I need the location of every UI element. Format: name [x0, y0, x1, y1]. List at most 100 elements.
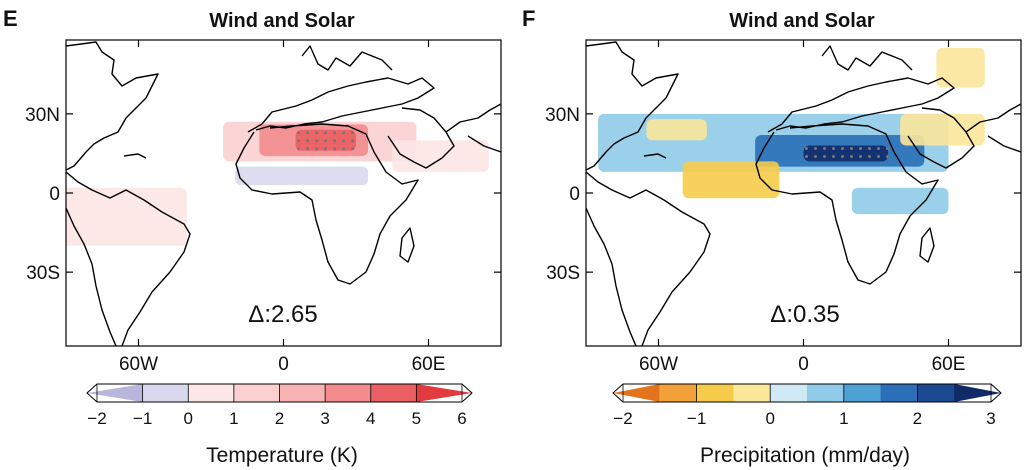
stipple-dot	[306, 131, 310, 135]
panel-f-title: Wind and Solar	[729, 10, 875, 32]
stipple-dot	[342, 139, 346, 143]
y-tick-label: 30S	[26, 263, 60, 284]
stipple-dot	[342, 131, 346, 135]
stipple-dot	[886, 147, 889, 151]
stipple-dot	[832, 155, 835, 159]
temperature-colorbar-label: Temperature (K)	[206, 444, 358, 467]
stipple-dot	[306, 139, 310, 143]
stipple-dot	[315, 147, 319, 151]
temperature-map	[65, 39, 502, 347]
temperature-colorbar: −2 −1 0 1 2 3 4 5 6	[86, 383, 473, 428]
colorbar-segment	[370, 384, 417, 402]
stipple-dot	[342, 147, 346, 151]
stipple-dot	[814, 147, 817, 151]
colorbar-segment	[188, 384, 235, 402]
anomaly-region-6	[900, 113, 985, 146]
colorbar-tick-label: −2	[613, 409, 632, 428]
stipple-dot	[315, 131, 319, 135]
stipple-dot	[351, 131, 355, 135]
x-tick-label: 60E	[412, 354, 446, 375]
x-tick-label: 0	[798, 354, 809, 375]
stipple-dot	[297, 139, 301, 143]
precipitation-significance-stipple	[805, 147, 889, 159]
colorbar-segment	[733, 384, 771, 402]
stipple-dot	[805, 155, 808, 159]
colorbar-tick-label: −1	[687, 409, 706, 428]
anomaly-region-4	[682, 161, 780, 199]
colorbar-segment	[659, 384, 698, 402]
stipple-dot	[868, 155, 871, 159]
precipitation-map	[585, 39, 1022, 347]
stipple-dot	[823, 155, 826, 159]
stipple-dot	[333, 139, 337, 143]
colorbar-segment	[416, 384, 472, 402]
temperature-significance-stipple	[297, 131, 355, 151]
colorbar-segment	[142, 384, 189, 402]
colorbar-segment	[233, 384, 280, 402]
y-tick-label: 0	[569, 184, 580, 205]
stipple-dot	[297, 131, 301, 135]
panel-letter-f: F	[522, 6, 535, 31]
x-tick-label: 0	[278, 354, 289, 375]
stipple-dot	[823, 147, 826, 151]
y-tick-label: 30S	[546, 263, 580, 284]
colorbar-segment	[613, 384, 660, 402]
stipple-dot	[850, 155, 853, 159]
stipple-dot	[805, 147, 808, 151]
anomaly-region-5	[646, 119, 707, 141]
anomaly-region-7	[936, 47, 985, 88]
stipple-dot	[324, 139, 328, 143]
colorbar-tick-label: 3	[986, 409, 995, 428]
stipple-dot	[877, 155, 880, 159]
y-tick-label: 0	[49, 184, 60, 205]
colorbar-tick-label: 4	[366, 409, 375, 428]
precipitation-anomaly-field	[598, 47, 985, 215]
colorbar-tick-label: 0	[184, 409, 193, 428]
colorbar-segment	[880, 384, 918, 402]
stipple-dot	[306, 147, 310, 151]
panel-e-title: Wind and Solar	[209, 10, 355, 32]
stipple-dot	[850, 147, 853, 151]
stipple-dot	[351, 139, 355, 143]
colorbar-tick-label: 2	[913, 409, 922, 428]
stipple-dot	[841, 155, 844, 159]
stipple-dot	[832, 147, 835, 151]
colorbar-tick-label: 2	[275, 409, 284, 428]
anomaly-region-4	[66, 187, 187, 246]
stipple-dot	[324, 131, 328, 135]
anomaly-region-8	[851, 187, 949, 215]
colorbar-tick-label: 3	[320, 409, 329, 428]
anomaly-region-6	[235, 166, 369, 186]
colorbar-segment	[87, 384, 143, 402]
colorbar-segment	[917, 384, 955, 402]
colorbar-tick-label: 5	[412, 409, 421, 428]
stipple-dot	[297, 147, 301, 151]
stipple-dot	[315, 139, 319, 143]
colorbar-segment	[279, 384, 326, 402]
colorbar-tick-label: 6	[457, 409, 466, 428]
y-tick-label: 30N	[25, 105, 60, 126]
colorbar-segment	[954, 384, 1001, 402]
colorbar-segment	[696, 384, 734, 402]
colorbar-segment	[770, 384, 808, 402]
delta-annotation-f: Δ:0.35	[770, 301, 839, 328]
stipple-dot	[859, 147, 862, 151]
stipple-dot	[886, 155, 889, 159]
colorbar-tick-label: 1	[229, 409, 238, 428]
stipple-dot	[841, 147, 844, 151]
colorbar-tick-label: 1	[839, 409, 848, 428]
colorbar-segment	[807, 384, 845, 402]
temperature-anomaly-field	[66, 121, 489, 246]
delta-annotation-e: Δ:2.65	[248, 301, 317, 328]
axes-f: 60W 0 60E 30N 0 30S	[545, 40, 1021, 375]
colorbar-segment	[325, 384, 372, 402]
colorbar-tick-label: 0	[765, 409, 774, 428]
precipitation-colorbar-label: Precipitation (mm/day)	[700, 444, 910, 467]
x-tick-label: 60E	[932, 354, 966, 375]
stipple-dot	[351, 147, 355, 151]
y-tick-label: 30N	[545, 105, 580, 126]
stipple-dot	[859, 155, 862, 159]
axes-e: 60W 0 60E 30N 0 30S	[25, 40, 501, 375]
